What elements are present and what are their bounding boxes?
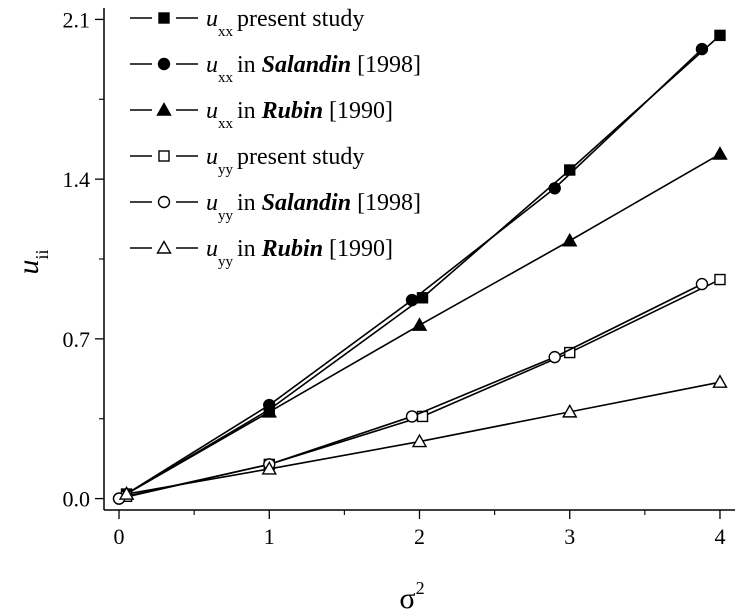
data-point [695, 42, 709, 56]
legend-text-pre: in [237, 52, 262, 78]
legend-marker [158, 12, 170, 24]
data-point [548, 350, 561, 364]
x-axis-title-sup: 2 [416, 578, 425, 598]
legend-symbol: u [206, 236, 218, 262]
legend-text-post: [1998] [351, 52, 421, 78]
legend-text-post: [1990] [323, 236, 393, 262]
data-point [712, 374, 728, 388]
data-point [411, 317, 428, 331]
series-layer [112, 29, 728, 505]
y-axis-title: uii [12, 249, 52, 274]
x-tick-label: 3 [564, 524, 575, 549]
y-tick-label: 1.4 [63, 167, 91, 192]
legend-subscript: xx [218, 116, 234, 132]
x-tick-label: 1 [264, 524, 275, 549]
data-point [261, 461, 277, 475]
legend-symbol: u [206, 52, 218, 78]
data-point [712, 146, 728, 160]
legend-subscript: yy [218, 254, 234, 270]
x-tick-label: 2 [414, 524, 425, 549]
legend-symbol: u [206, 6, 218, 32]
legend-label: uyy in Rubin [1990] [206, 236, 393, 270]
data-point [562, 403, 578, 418]
legend-text-pre: in [237, 190, 262, 216]
legend-marker [158, 150, 170, 162]
legend-item-2: uxx in Salandin [1998] [130, 52, 421, 86]
series-5 [112, 277, 709, 505]
y-tick-label: 0.0 [63, 487, 91, 512]
legend-item-3: uxx in Rubin [1990] [130, 98, 393, 132]
legend-symbol: u [206, 190, 218, 216]
legend-item-4: uyy present study [130, 144, 364, 178]
legend-text-italic: Rubin [261, 236, 323, 262]
legend-marker [157, 57, 171, 71]
x-tick-label: 4 [714, 524, 725, 549]
y-tick-label: 0.7 [63, 327, 91, 352]
data-point [714, 273, 726, 286]
legend-label: uxx in Salandin [1998] [206, 52, 421, 86]
legend-text-post: [1990] [323, 98, 393, 124]
legend-item-5: uyy in Salandin [1998] [130, 190, 421, 224]
legend-marker [156, 240, 172, 254]
data-point [261, 403, 277, 418]
legend-label: uxx in Rubin [1990] [206, 98, 393, 132]
legend-subscript: xx [218, 24, 234, 40]
legend-text-pre: present study [237, 144, 364, 170]
series-line [118, 283, 703, 500]
legend-marker [157, 195, 171, 209]
legend-text-italic: Rubin [261, 98, 323, 124]
legend-symbol: u [206, 98, 218, 124]
series-line [126, 278, 721, 498]
legend-label: uyy in Salandin [1998] [206, 190, 421, 224]
data-point [405, 410, 419, 423]
legend-text-italic: Salandin [262, 190, 351, 216]
data-point [118, 486, 135, 500]
data-point [695, 277, 709, 291]
series-2 [112, 42, 709, 505]
legend-item-6: uyy in Rubin [1990] [130, 236, 393, 270]
axes: 0 1 2 3 4 0.0 0.7 1.4 2.1 [63, 7, 735, 549]
legend-text-italic: Salandin [262, 52, 351, 78]
legend-subscript: yy [218, 208, 234, 224]
data-point [411, 433, 428, 448]
legend-text-pre: in [237, 236, 262, 262]
data-point [405, 293, 419, 307]
legend-symbol: u [206, 144, 218, 170]
legend-text-pre: present study [237, 6, 364, 32]
data-point [562, 232, 578, 247]
legend-subscript: yy [218, 162, 234, 178]
series-4 [120, 273, 726, 503]
series-6 [118, 374, 728, 500]
x-tick-label: 0 [114, 524, 125, 549]
y-axis-title-sub: ii [32, 249, 52, 259]
legend-text-post: [1998] [351, 190, 421, 216]
legend-marker [156, 102, 172, 116]
y-tick-label: 2.1 [63, 7, 91, 32]
legend-subscript: xx [218, 70, 234, 86]
data-point [714, 29, 726, 42]
legend-label: uxx present study [206, 6, 364, 40]
legend-text-pre: in [237, 98, 262, 124]
data-point [548, 182, 561, 195]
legend-label: uyy present study [206, 144, 364, 178]
x-axis-title: σ2 [399, 578, 424, 615]
legend-item-1: uxx present study [130, 6, 364, 40]
